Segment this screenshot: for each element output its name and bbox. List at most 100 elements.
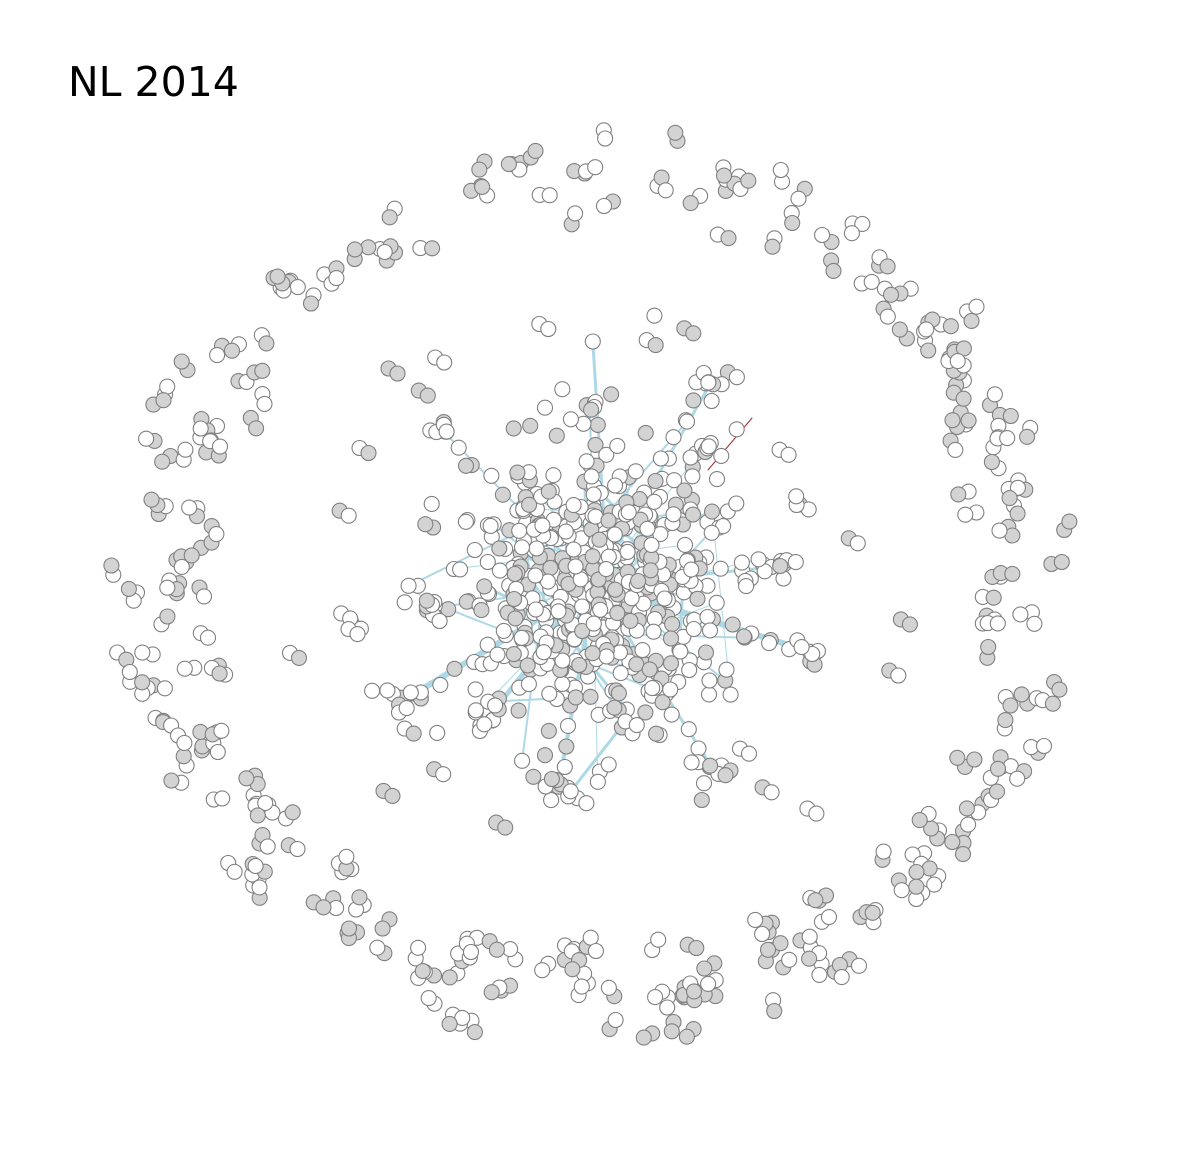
network-node [654, 694, 671, 711]
network-node [567, 205, 584, 222]
network-node [637, 704, 654, 721]
network-node [173, 558, 190, 575]
network-node [957, 506, 974, 523]
network-node [879, 258, 896, 275]
network-node [685, 325, 702, 342]
network-node [801, 950, 818, 967]
network-node [587, 159, 604, 176]
network-node [509, 464, 526, 481]
network-node [226, 863, 243, 880]
network-node [195, 588, 213, 605]
network-node [506, 590, 523, 608]
network-node [890, 667, 907, 684]
network-node [396, 594, 413, 611]
network-node [535, 644, 552, 661]
network-node [955, 390, 972, 407]
network-node [522, 417, 539, 434]
network-node [685, 983, 703, 1000]
network-node [678, 1028, 695, 1045]
network-node [611, 644, 628, 661]
network-node [740, 745, 758, 762]
network-node [759, 941, 777, 958]
network-node [565, 541, 582, 558]
network-node [583, 401, 600, 418]
network-node [259, 838, 276, 855]
network-node [424, 240, 441, 257]
network-node [1002, 407, 1019, 425]
network-node [635, 1029, 652, 1046]
network-node [441, 1015, 458, 1032]
network-node [284, 804, 301, 821]
network-node [251, 879, 268, 896]
network-node [683, 754, 700, 771]
network-node [811, 966, 828, 983]
network-node [722, 686, 739, 703]
network-node [289, 279, 306, 296]
network-node [520, 676, 537, 693]
network-node [598, 561, 615, 578]
network-node [495, 622, 512, 639]
network-node [747, 911, 764, 928]
network-node [695, 775, 713, 792]
network-node [497, 819, 514, 836]
network-node [997, 712, 1014, 729]
network-node [558, 738, 575, 755]
network-node [374, 920, 391, 937]
network-node [882, 286, 900, 303]
network-node [328, 270, 345, 287]
network-node [607, 1011, 624, 1029]
network-node [597, 130, 614, 147]
network-node [728, 369, 745, 386]
network-node [893, 882, 910, 899]
network-node [612, 665, 629, 682]
network-node [258, 335, 275, 352]
network-node [369, 939, 386, 956]
network-node [467, 681, 484, 698]
network-node [656, 590, 673, 607]
network-node [701, 672, 718, 689]
network-node [389, 365, 406, 382]
network-node [637, 424, 654, 441]
network-node [574, 622, 591, 640]
network-node [542, 559, 559, 576]
network-node [659, 999, 676, 1016]
network-node [648, 725, 665, 742]
network-node [173, 353, 190, 370]
network-node [567, 558, 584, 575]
network-node [351, 889, 368, 906]
network-node [702, 757, 719, 774]
network-node [315, 899, 332, 916]
network-node [854, 215, 871, 232]
network-node [646, 307, 663, 324]
network-node [154, 453, 171, 470]
network-node [527, 567, 544, 584]
network-node [627, 463, 644, 480]
network-node [701, 622, 719, 639]
network-node [820, 909, 838, 926]
network-node [685, 620, 702, 638]
network-node [525, 768, 542, 785]
network-node [949, 353, 966, 370]
network-node [814, 226, 831, 244]
network-node [683, 561, 700, 578]
network-node [223, 342, 241, 359]
network-node [513, 629, 530, 646]
network-node [562, 411, 579, 428]
network-node [578, 453, 595, 470]
network-node [587, 942, 604, 960]
network-node [562, 783, 579, 800]
network-node [491, 540, 508, 557]
network-node [540, 483, 557, 500]
network-node [944, 412, 961, 429]
network-node [536, 399, 554, 416]
network-node [942, 318, 959, 335]
network-node [462, 943, 480, 961]
network-node [808, 805, 825, 822]
network-node [863, 273, 880, 290]
network-node [949, 749, 966, 766]
network-node [567, 689, 584, 706]
network-node [175, 748, 192, 765]
network-node [446, 660, 463, 677]
network-node [733, 554, 750, 571]
network-node [1013, 686, 1030, 703]
